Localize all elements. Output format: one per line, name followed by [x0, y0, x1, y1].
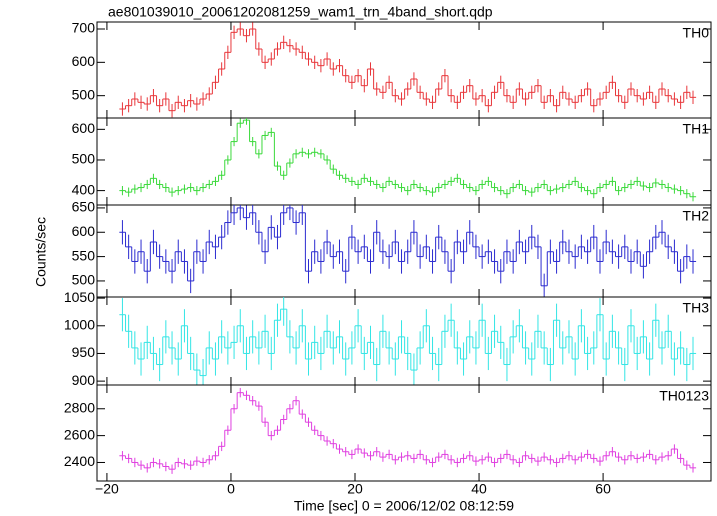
y-tick-label: 600: [72, 120, 96, 136]
y-tick-label: 500: [72, 151, 96, 167]
y-tick-label: 2600: [64, 426, 95, 442]
panel-frame: [96, 384, 712, 482]
panel-label: TH0: [683, 25, 710, 41]
y-tick-label: 700: [72, 20, 96, 36]
y-tick-label: 400: [72, 181, 96, 197]
panel-label: TH0123: [659, 388, 709, 404]
y-tick-label: 550: [72, 247, 96, 263]
panel-frame: [96, 21, 712, 119]
y-tick-label: 600: [72, 53, 96, 69]
panel-label: TH3: [683, 300, 710, 316]
chart-title: ae801039010_20061202081259_wam1_trn_4ban…: [108, 4, 493, 20]
x-tick-label: 20: [347, 481, 363, 497]
x-tick-label: −20: [95, 481, 119, 497]
y-tick-label: 900: [72, 372, 96, 388]
y-tick-label: 500: [72, 86, 96, 102]
y-tick-label: 2800: [64, 399, 95, 415]
x-tick-label: 0: [227, 481, 235, 497]
y-axis-label: Counts/sec: [33, 217, 49, 287]
y-tick-label: 500: [72, 272, 96, 288]
y-tick-label: 600: [72, 223, 96, 239]
y-tick-label: 2400: [64, 453, 95, 469]
x-tick-label: 40: [471, 481, 487, 497]
y-tick-label: 1000: [64, 316, 95, 332]
y-tick-label: 950: [72, 344, 96, 360]
panel-label: TH2: [683, 208, 710, 224]
y-tick-label: 1050: [64, 289, 95, 305]
y-tick-label: 650: [72, 199, 96, 215]
panel-label: TH1: [683, 121, 710, 137]
x-tick-label: 60: [595, 481, 611, 497]
x-axis-label: Time [sec] 0 = 2006/12/02 08:12:59: [294, 498, 514, 514]
